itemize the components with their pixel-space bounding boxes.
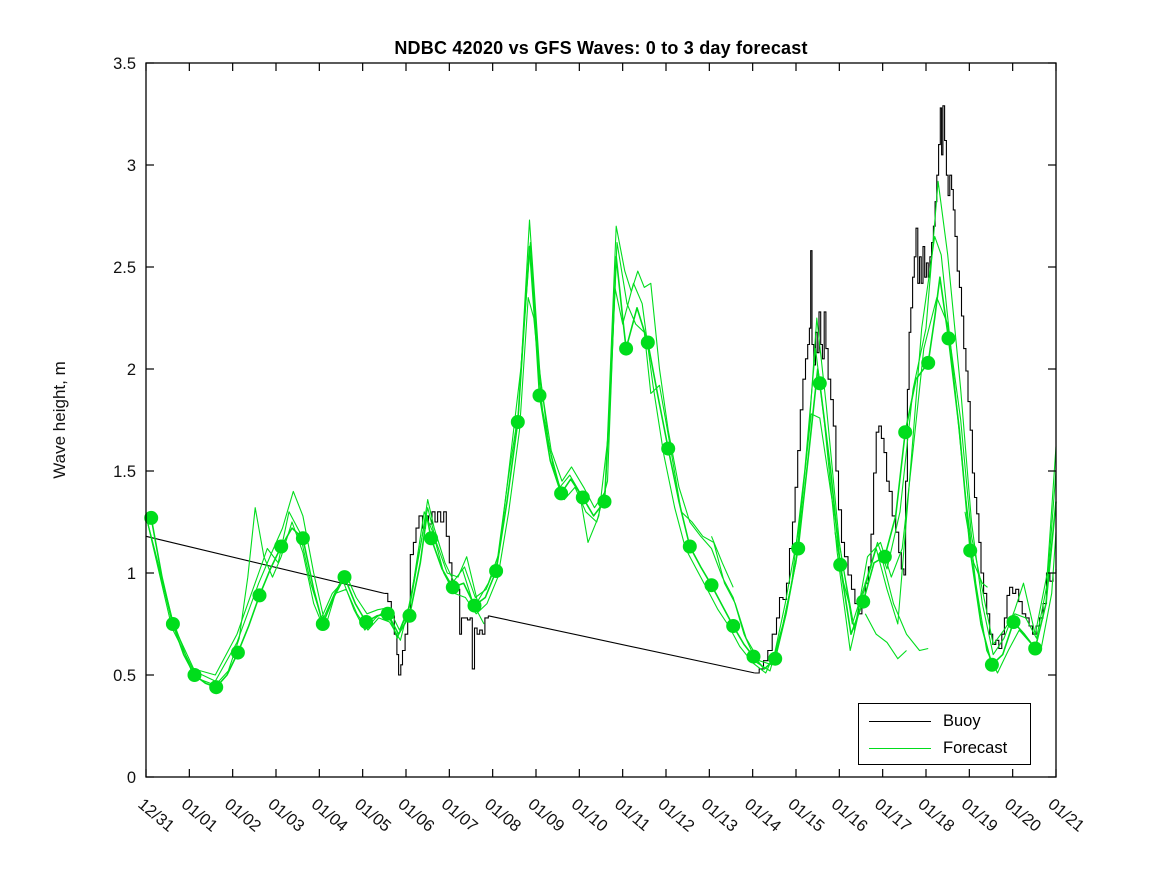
forecast-marker-18 [532,388,547,403]
x-tick-label-1: 01/01 [178,795,221,835]
forecast-marker-25 [682,539,697,554]
legend-label-forecast: Forecast [943,738,1008,757]
forecast-marker-5 [252,588,267,603]
x-tick-label-11: 01/11 [611,795,653,835]
legend-item-forecast: Forecast [859,734,1030,762]
y-tick-label-3: 1.5 [113,463,136,481]
legend: Buoy Forecast [858,703,1031,765]
forecast-marker-32 [833,557,848,572]
forecast-marker-27 [726,619,741,633]
x-tick-label-12: 01/12 [654,795,697,835]
forecast-marker-24 [661,441,676,456]
chart-title: NDBC 42020 vs GFS Waves: 0 to 3 day fore… [394,38,808,58]
buoy-series-gapline-2 [488,615,755,674]
x-tick-label-9: 01/09 [524,795,567,835]
forecast-fragment-1 [864,613,907,660]
forecast-marker-13 [424,531,439,546]
x-tick-label-14: 01/14 [741,795,784,835]
forecast-marker-7 [295,531,310,546]
buoy-series-gapline-0 [145,535,385,594]
x-tick-label-4: 01/04 [308,795,351,835]
forecast-marker-12 [402,608,417,623]
x-tick-label-17: 01/17 [871,795,914,835]
forecast-marker-33 [856,594,871,609]
forecast-marker-20 [575,490,590,505]
forecast-marker-15 [467,598,482,613]
forecast-fragment-4 [834,532,851,608]
forecast-marker-9 [337,570,352,585]
forecast-marker-19 [554,486,569,501]
forecast-member-0 [145,245,1057,689]
forecast-marker-8 [315,617,330,631]
y-tick-label-0: 0 [127,769,136,787]
forecast-marker-38 [963,543,978,558]
y-tick-label-2: 1 [127,565,136,583]
x-tick-label-8: 01/08 [481,795,524,835]
buoy-line-swatch [869,720,931,722]
forecast-marker-2 [187,668,202,682]
forecast-line-swatch [869,747,931,749]
forecast-marker-29 [768,651,783,666]
x-tick-label-21: 01/21 [1044,795,1087,835]
x-tick-label-10: 01/10 [568,795,611,835]
axes-box [145,62,1057,778]
x-tick-label-16: 01/16 [828,795,871,835]
y-tick-label-7: 3.5 [113,55,136,73]
forecast-marker-17 [510,415,525,429]
forecast-member-3 [145,241,1057,676]
forecast-fragment-3 [964,511,988,588]
x-tick-label-19: 01/19 [958,795,1001,835]
legend-item-buoy: Buoy [859,707,1030,735]
forecast-fragment-0 [710,536,734,588]
x-tick-label-18: 01/18 [914,795,957,835]
forecast-marker-4 [230,645,245,660]
forecast-marker-31 [812,376,827,391]
y-tick-label-4: 2 [127,361,136,379]
x-tick-label-7: 01/07 [438,795,481,835]
x-tick-label-15: 01/15 [784,795,827,835]
x-tick-label-13: 01/13 [698,795,741,835]
forecast-marker-34 [877,549,892,564]
forecast-marker-28 [746,649,761,664]
x-tick-label-3: 01/03 [264,795,307,835]
y-axis-label: Wave height, m [50,361,69,479]
forecast-marker-40 [1006,615,1021,629]
forecast-marker-35 [898,425,913,440]
forecast-marker-21 [597,494,612,509]
forecast-marker-6 [274,539,289,554]
forecast-marker-0 [144,510,159,525]
forecast-marker-26 [704,578,719,593]
forecast-marker-3 [209,680,224,695]
forecast-marker-36 [921,355,936,370]
forecast-marker-1 [165,617,180,631]
forecast-marker-10 [359,615,374,629]
forecast-member-2 [145,235,1057,686]
y-tick-label-6: 3 [127,157,136,175]
forecast-marker-30 [791,541,806,556]
x-tick-label-5: 01/05 [351,795,394,835]
forecast-marker-16 [489,564,504,578]
y-tick-label-5: 2.5 [113,259,136,277]
forecast-marker-23 [640,335,655,350]
legend-label-buoy: Buoy [943,711,981,730]
x-tick-label-0: 12/31 [134,795,177,835]
x-tick-label-6: 01/06 [394,795,437,835]
buoy-series-steps-3 [754,105,1057,674]
x-tick-label-2: 01/02 [221,795,264,835]
y-tick-label-1: 0.5 [113,667,136,685]
forecast-marker-39 [984,657,999,672]
forecast-marker-11 [380,606,395,621]
buoy-series-steps-1 [384,511,489,676]
x-tick-label-20: 01/20 [1001,795,1044,835]
forecast-fragment-2 [879,552,929,652]
forecast-marker-22 [619,341,634,356]
forecast-marker-41 [1028,641,1043,656]
forecast-marker-14 [445,580,460,595]
forecast-marker-37 [941,331,956,346]
